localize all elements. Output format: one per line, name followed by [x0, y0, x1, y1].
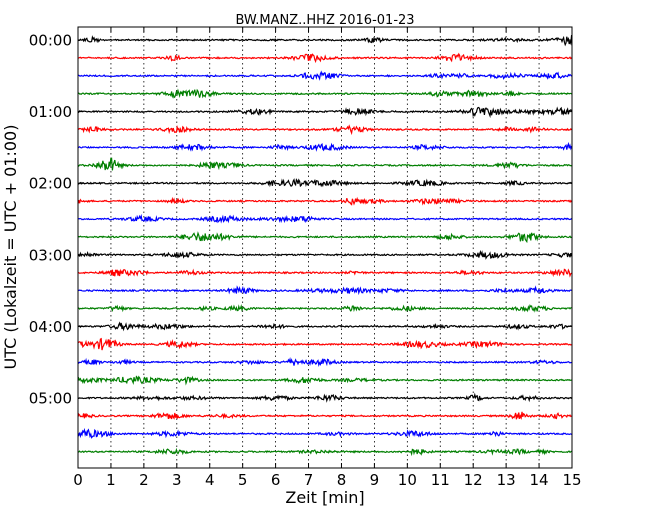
- x-tick-label: 3: [172, 471, 182, 489]
- seismic-traces: [77, 35, 573, 457]
- x-tick-label: 12: [464, 471, 483, 489]
- y-axis-label: UTC (Lokalzeit = UTC + 01:00): [1, 125, 20, 370]
- seismic-trace: [77, 304, 572, 313]
- seismic-trace: [77, 249, 573, 260]
- x-tick-label: 2: [139, 471, 149, 489]
- y-tick-label: 04:00: [29, 318, 72, 336]
- seismic-trace: [77, 447, 572, 457]
- x-tick-label: 6: [271, 471, 281, 489]
- y-axis-ticks: 00:00 01:00 02:00 03:00 04:00 05:00: [29, 32, 572, 408]
- x-tick-label: 15: [562, 471, 581, 489]
- seismic-trace: [77, 337, 572, 351]
- x-tick-label: 0: [73, 471, 83, 489]
- x-axis-label: Zeit [min]: [285, 488, 364, 507]
- x-tick-label: 1: [106, 471, 116, 489]
- x-axis-ticks: 0 1 2 3 4 5 6 7 8 9 10 11 12 13 14 15: [73, 27, 582, 489]
- seismic-trace: [77, 52, 573, 64]
- x-tick-label: 14: [530, 471, 549, 489]
- seismic-trace: [77, 357, 572, 368]
- seismic-trace: [77, 231, 572, 244]
- seismic-trace: [77, 141, 573, 152]
- x-tick-label: 11: [431, 471, 450, 489]
- y-tick-label: 00:00: [29, 32, 72, 50]
- seismic-trace: [77, 88, 572, 99]
- x-tick-label: 9: [370, 471, 380, 489]
- grid-lines: [110, 27, 540, 468]
- x-tick-label: 5: [238, 471, 248, 489]
- seismic-trace: [77, 196, 573, 206]
- seismic-trace: [77, 70, 573, 81]
- x-tick-label: 4: [205, 471, 215, 489]
- seismic-trace: [77, 321, 572, 332]
- y-tick-label: 05:00: [29, 390, 72, 408]
- y-tick-label: 02:00: [29, 175, 72, 193]
- seismic-trace: [77, 392, 573, 403]
- seismic-trace: [77, 178, 573, 188]
- seismic-trace: [77, 157, 572, 171]
- seismic-trace: [77, 35, 573, 47]
- chart-title: BW.MANZ..HHZ 2016-01-23: [235, 13, 414, 28]
- seismic-trace: [77, 268, 573, 278]
- x-tick-label: 7: [304, 471, 314, 489]
- plot-frame: [77, 26, 573, 469]
- y-tick-label: 01:00: [29, 103, 72, 121]
- x-tick-label: 10: [398, 471, 417, 489]
- seismic-trace: [77, 106, 573, 119]
- x-tick-label: 8: [337, 471, 347, 489]
- seismic-trace: [77, 285, 572, 296]
- seismic-trace: [77, 427, 572, 439]
- x-tick-label: 13: [497, 471, 516, 489]
- seismic-trace: [77, 213, 573, 224]
- seismic-trace: [77, 124, 573, 136]
- seismic-trace: [77, 375, 572, 386]
- y-tick-label: 03:00: [29, 246, 72, 264]
- seismic-trace: [77, 411, 572, 420]
